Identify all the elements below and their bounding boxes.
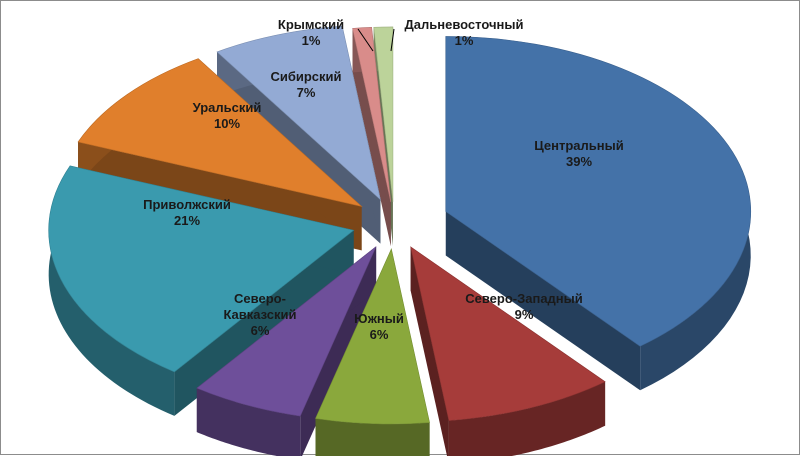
- data-label-южный: Южный 6%: [354, 311, 404, 342]
- data-label-уральский: Уральский 10%: [193, 100, 262, 131]
- pie-slice-центральный: [445, 36, 752, 347]
- leader-line-крымский: [357, 28, 374, 52]
- data-label-сибирский: Сибирский 7%: [270, 69, 341, 100]
- pie-slice-приволжский: [48, 165, 355, 373]
- pie-slice-южный: [315, 248, 430, 425]
- data-label-дальневосточный: Дальневосточный 1%: [405, 17, 524, 48]
- data-label-северо-кавказский: Северо-Кавказский 6%: [223, 291, 296, 338]
- data-label-северо-западный: Северо-Западный 9%: [465, 291, 583, 322]
- pie-slice-крымский: [352, 27, 392, 203]
- pie-slice-северо-кавказский: [196, 246, 377, 417]
- leader-line-дальневосточный: [390, 28, 395, 52]
- data-label-крымский: Крымский 1%: [278, 17, 344, 48]
- data-label-приволжский: Приволжский 21%: [143, 197, 231, 228]
- pie-slice-дальневосточный: [373, 26, 394, 202]
- data-label-центральный: Центральный 39%: [534, 138, 623, 169]
- pie-slice-северо-западный: [410, 246, 606, 421]
- pie-slice-сибирский: [216, 25, 381, 201]
- pie-slice-уральский: [77, 58, 363, 207]
